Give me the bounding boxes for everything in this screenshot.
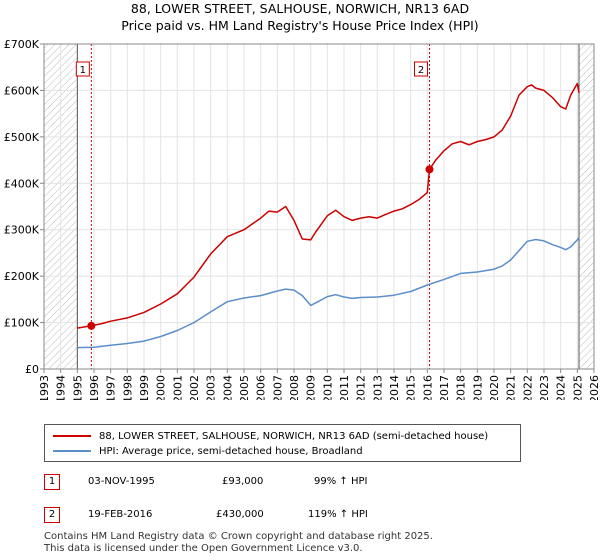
footer-licence: This data is licensed under the Open Gov… <box>44 543 363 554</box>
y-tick-label: £0 <box>25 363 39 376</box>
transaction-point <box>425 165 434 174</box>
transaction-label-box <box>414 61 428 77</box>
chart-title-line2: Price paid vs. HM Land Registry's House … <box>121 18 479 33</box>
y-tick-label: £200K <box>4 270 40 283</box>
legend-swatch-hpi <box>53 450 91 452</box>
transaction-date: 19-FEB-2016 <box>88 509 153 520</box>
transaction-hpi: 119% ↑ HPI <box>308 509 368 520</box>
x-tick-label: 2024 <box>555 375 568 400</box>
y-tick-label: £300K <box>4 224 40 237</box>
y-tick-label: £400K <box>4 177 40 190</box>
chart-title-line1: 88, LOWER STREET, SALHOUSE, NORWICH, NR1… <box>130 1 470 16</box>
x-tick-label: 2019 <box>471 375 484 400</box>
series-line <box>77 237 580 349</box>
transaction-label: 2 <box>418 65 424 76</box>
x-tick-label: 2026 <box>588 375 600 400</box>
x-tick-label: 2004 <box>221 375 234 400</box>
x-tick-label: 2001 <box>171 375 184 400</box>
x-tick-label: 2012 <box>355 375 368 400</box>
x-tick-label: 2014 <box>388 375 401 400</box>
legend-label-hpi: HPI: Average price, semi-detached house,… <box>99 445 363 457</box>
x-tick-label: 1998 <box>121 375 134 400</box>
legend-item-property: 88, LOWER STREET, SALHOUSE, NORWICH, NR1… <box>53 429 488 443</box>
plot-area <box>44 44 594 369</box>
transaction-price: £430,000 <box>216 509 264 520</box>
x-tick-label: 2013 <box>371 375 384 400</box>
transaction-badge: 1 <box>44 474 60 490</box>
x-tick-label: 2017 <box>438 375 451 400</box>
x-tick-label: 1995 <box>71 375 84 400</box>
x-tick-label: 2005 <box>238 375 251 400</box>
x-tick-label: 2002 <box>188 375 201 400</box>
transaction-label: 1 <box>80 65 86 76</box>
x-tick-label: 2022 <box>521 375 534 400</box>
transaction-label-box <box>75 61 90 77</box>
x-tick-label: 2016 <box>421 375 434 400</box>
legend-item-hpi: HPI: Average price, semi-detached house,… <box>53 444 363 458</box>
x-tick-label: 2023 <box>538 375 551 400</box>
price-chart: 1 2 £0 £100K £200K £300K £400K £500K £600K £700K… <box>4 38 600 400</box>
x-tick-label: 2020 <box>488 375 501 400</box>
transaction-point <box>87 321 96 330</box>
x-tick-label: 2009 <box>305 375 318 400</box>
x-tick-label: 2011 <box>338 375 351 400</box>
x-tick-label: 2006 <box>255 375 268 400</box>
transaction-price: £93,000 <box>222 476 264 487</box>
x-tick-label: 1994 <box>55 375 68 400</box>
y-tick-label: £100K <box>4 317 40 330</box>
x-tick-label: 2021 <box>505 375 518 400</box>
x-tick-label: 1999 <box>138 375 151 400</box>
transaction-hpi: 99% ↑ HPI <box>314 476 368 487</box>
x-tick-label: 2025 <box>571 375 584 400</box>
x-tick-label: 2015 <box>405 375 418 400</box>
legend-swatch-property <box>53 435 91 437</box>
x-tick-label: 1997 <box>105 375 118 400</box>
hatched-region <box>579 44 594 369</box>
x-tick-label: 2008 <box>288 375 301 400</box>
chart-legend: 88, LOWER STREET, SALHOUSE, NORWICH, NR1… <box>44 424 521 462</box>
x-tick-label: 1993 <box>38 375 51 400</box>
legend-label-property: 88, LOWER STREET, SALHOUSE, NORWICH, NR1… <box>99 430 489 442</box>
plot-frame <box>43 43 595 370</box>
y-tick-label: £600K <box>4 84 40 97</box>
transaction-badge: 2 <box>44 507 60 523</box>
x-tick-label: 2000 <box>155 375 168 400</box>
x-tick-label: 2003 <box>205 375 218 400</box>
x-tick-label: 2010 <box>321 375 334 400</box>
x-tick-label: 2018 <box>455 375 468 400</box>
x-tick-label: 1996 <box>88 375 101 400</box>
footer-copyright: Contains HM Land Registry data © Crown c… <box>44 531 433 542</box>
x-tick-label: 2007 <box>271 375 284 400</box>
transaction-date: 03-NOV-1995 <box>88 476 155 487</box>
series-line <box>77 82 580 329</box>
y-tick-label: £700K <box>4 38 40 51</box>
y-tick-label: £500K <box>4 131 40 144</box>
